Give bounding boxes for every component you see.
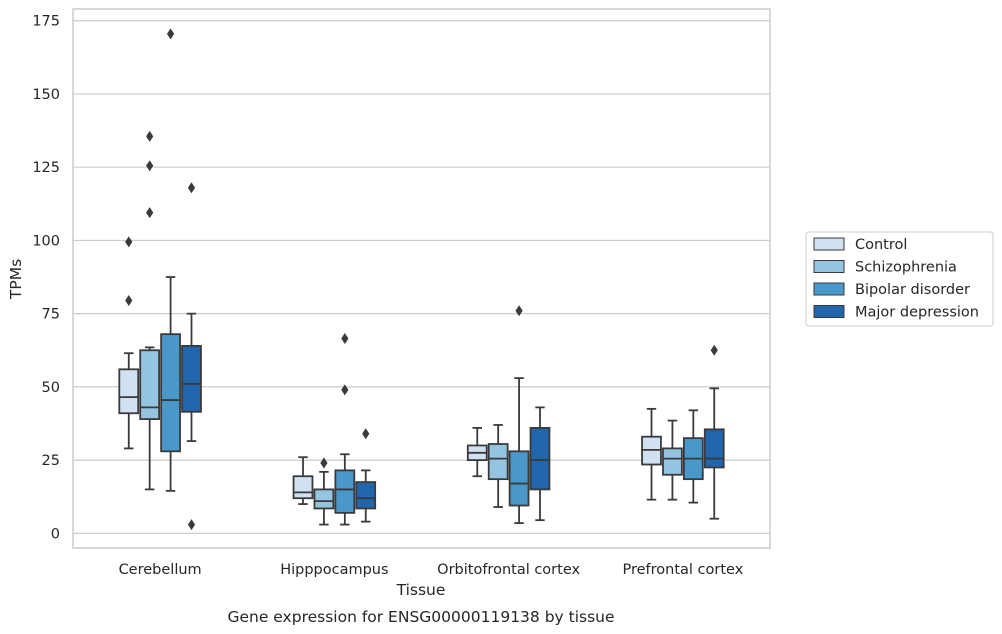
outlier-point xyxy=(125,294,133,306)
box-bipolar-disorder xyxy=(334,333,356,526)
box-body xyxy=(662,447,683,476)
outlier-point xyxy=(166,28,175,40)
outlier-point xyxy=(341,384,349,396)
box-major-depression xyxy=(703,344,725,520)
box-body xyxy=(529,426,551,491)
outlier-point xyxy=(320,457,328,469)
y-tick-label: 175 xyxy=(32,14,60,30)
y-tick-labels: 0 25 50 75 100 125 150 175 xyxy=(32,14,60,543)
legend-entry: Major depression xyxy=(855,305,979,321)
outlier-point xyxy=(187,182,196,194)
y-tick-label: 50 xyxy=(42,380,60,396)
box-control xyxy=(641,407,662,501)
box-body xyxy=(181,344,202,413)
outlier-point xyxy=(187,519,196,531)
y-tick-label: 100 xyxy=(32,233,60,249)
outlier-point xyxy=(125,236,133,248)
y-axis-label: TPMs xyxy=(7,259,25,300)
box-body xyxy=(487,443,509,481)
x-tick-label: Hipppocampus xyxy=(280,562,388,578)
box-major-depression xyxy=(181,182,202,531)
category-group xyxy=(118,28,202,531)
x-axis-label: Tissue xyxy=(396,581,446,599)
box-body xyxy=(313,488,335,510)
x-tick-label: Prefrontal cortex xyxy=(622,562,743,578)
legend: Control Schizophrenia Bipolar disorder Majo… xyxy=(805,231,994,327)
category-group xyxy=(466,305,551,525)
category-group xyxy=(641,344,725,520)
legend-frame xyxy=(805,231,994,327)
box-schizophrenia xyxy=(487,424,509,508)
box-body xyxy=(160,333,181,453)
x-tick-label: Orbitofrontal cortex xyxy=(437,562,580,578)
box-major-depression xyxy=(529,406,551,522)
y-tick-label: 25 xyxy=(42,453,60,469)
outlier-point xyxy=(146,207,154,219)
box-schizophrenia xyxy=(313,457,335,526)
box-body xyxy=(292,475,314,500)
box-groups xyxy=(118,28,725,531)
legend-entry: Control xyxy=(855,237,907,253)
box-body xyxy=(703,428,725,469)
outlier-point xyxy=(146,160,154,172)
box-major-depression xyxy=(355,428,377,523)
outlier-point xyxy=(710,344,718,356)
legend-swatch xyxy=(813,237,845,251)
outlier-point xyxy=(341,333,349,345)
box-body xyxy=(508,450,530,507)
legend-swatch xyxy=(813,260,845,273)
outlier-point xyxy=(362,428,370,440)
chart-caption: Gene expression for ENSG00000119138 by t… xyxy=(227,608,614,626)
box-control xyxy=(118,236,140,450)
legend-entry: Bipolar disorder xyxy=(855,282,970,298)
box-control xyxy=(292,456,314,505)
box-control xyxy=(466,426,488,478)
box-bipolar-disorder xyxy=(682,409,704,504)
outlier-point xyxy=(146,130,154,142)
box-bipolar-disorder xyxy=(508,305,530,525)
box-bipolar-disorder xyxy=(160,28,181,492)
box-body xyxy=(118,368,140,415)
box-body xyxy=(334,469,356,514)
box-schizophrenia xyxy=(662,419,683,501)
y-tick-label: 0 xyxy=(51,526,60,542)
y-tick-label: 75 xyxy=(42,307,60,323)
outlier-point xyxy=(515,305,523,317)
x-tick-labels: Cerebellum Hipppocampus Orbitofrontal cort… xyxy=(119,562,744,578)
category-group xyxy=(292,333,377,526)
legend-entry: Schizophrenia xyxy=(855,260,957,276)
y-tick-label: 125 xyxy=(32,160,60,176)
box-body xyxy=(355,481,377,510)
y-tick-label: 150 xyxy=(32,87,60,103)
legend-swatch xyxy=(813,282,845,296)
box-body xyxy=(139,349,161,421)
box-schizophrenia xyxy=(139,130,161,491)
plot-frame xyxy=(72,8,771,549)
legend-swatch xyxy=(813,305,845,318)
x-tick-label: Cerebellum xyxy=(119,562,202,578)
